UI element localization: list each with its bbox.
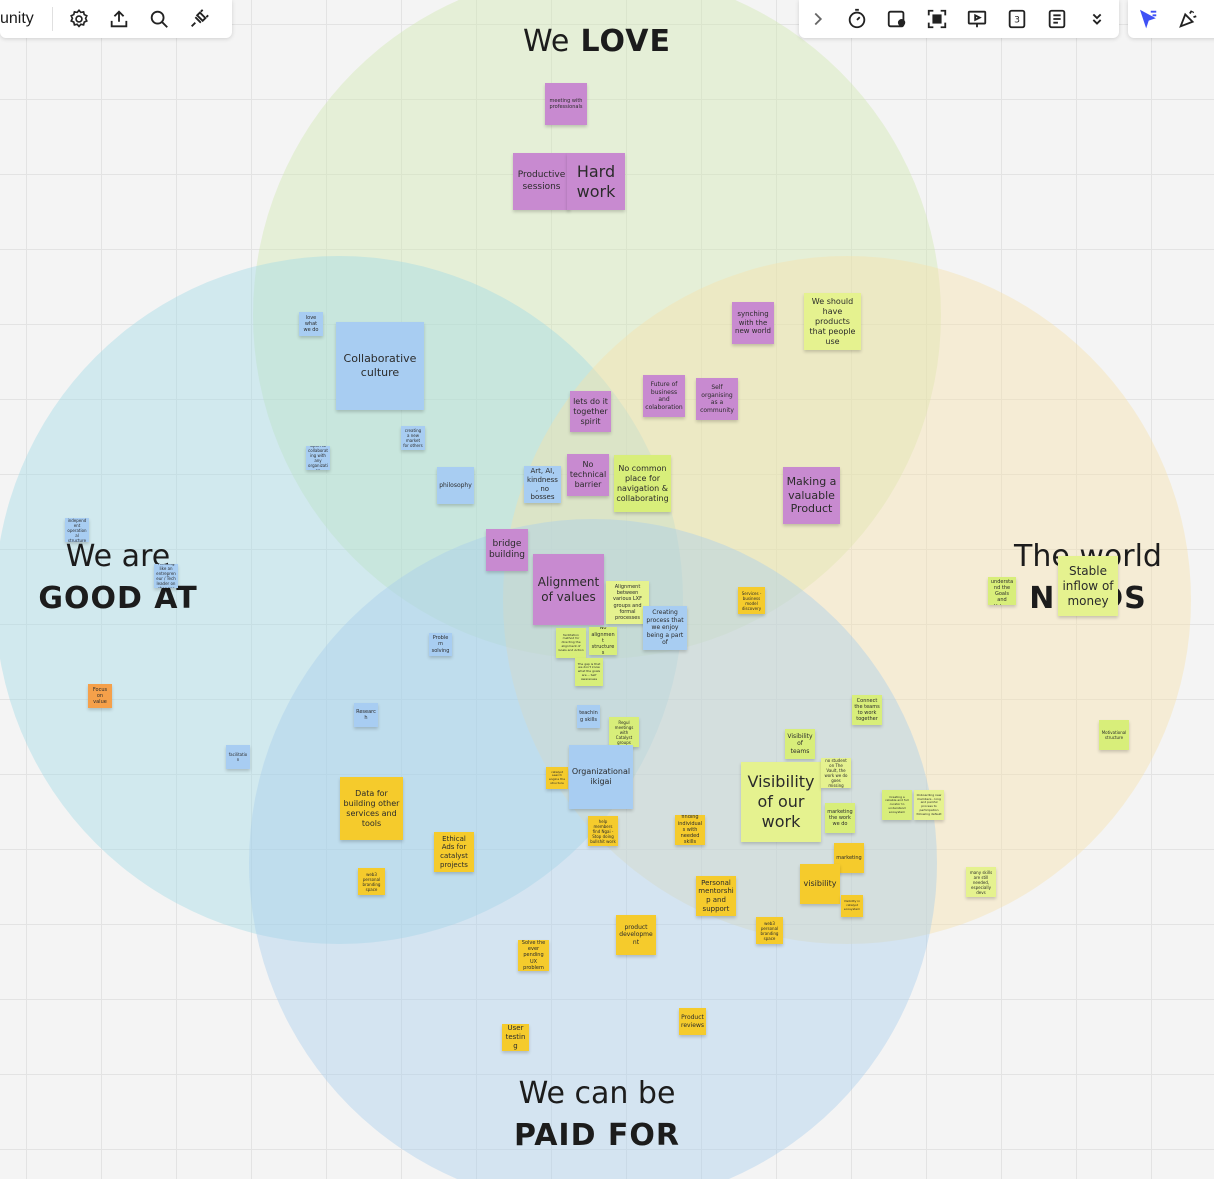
- card-icon[interactable]: [877, 0, 917, 38]
- sticky-note[interactable]: Visibility of teams: [785, 729, 815, 759]
- title-paid-for[interactable]: We can be PAID FOR: [497, 1073, 697, 1157]
- sticky-note[interactable]: catalyst search engine the structure: [546, 767, 568, 789]
- sticky-note[interactable]: teaching skills: [577, 705, 600, 728]
- sticky-note[interactable]: Solve the ever pending UX problem: [518, 940, 549, 971]
- sticky-note[interactable]: Hard work: [567, 153, 625, 210]
- present-icon[interactable]: [957, 0, 997, 38]
- title-we-love[interactable]: We LOVE: [497, 21, 697, 67]
- sticky-note[interactable]: bridge building: [486, 529, 528, 571]
- sticky-note[interactable]: Art, AI, kindness, no bosses: [524, 466, 561, 503]
- sticky-note[interactable]: no student on The Vault, the work we do …: [821, 758, 851, 788]
- sticky-note[interactable]: many skills are still needed, especially…: [966, 867, 996, 897]
- sticky-note[interactable]: Visibility of our work: [741, 762, 821, 842]
- sticky-note[interactable]: Product reviews: [679, 1008, 706, 1035]
- timer-icon[interactable]: [837, 0, 877, 38]
- sticky-note[interactable]: creating a new market for others: [401, 426, 425, 450]
- sticky-note[interactable]: Connect the teams to work together: [852, 695, 882, 725]
- sticky-note[interactable]: Personal mentorship and support: [696, 876, 736, 916]
- title-line1: We can be: [518, 1076, 676, 1111]
- title-line2: LOVE: [580, 24, 671, 59]
- sticky-note[interactable]: love what we do: [299, 312, 323, 336]
- toolbar-divider: [51, 7, 53, 31]
- sticky-note[interactable]: marketing: [834, 843, 864, 873]
- counter-icon[interactable]: 3: [997, 0, 1037, 38]
- sticky-note[interactable]: Thinking like an entrepreneur / Tech lea…: [154, 564, 178, 588]
- sticky-note[interactable]: No common place for navigation & collabo…: [614, 455, 671, 512]
- sticky-note[interactable]: help members find Ngai - Stop doing bull…: [588, 816, 618, 846]
- sticky-note[interactable]: Visibility in catalyst ecosystem: [841, 895, 863, 917]
- sticky-note[interactable]: Motivational structure: [1099, 720, 1129, 750]
- chevrons-down-icon[interactable]: [1077, 0, 1117, 38]
- sticky-note[interactable]: facilitation method for directing the al…: [556, 628, 586, 658]
- sticky-note[interactable]: product development: [616, 915, 656, 955]
- sticky-note[interactable]: Open to collaborating with any organizat…: [306, 446, 330, 470]
- sticky-note[interactable]: Making a valuable Product: [783, 467, 840, 524]
- sticky-note[interactable]: philosophy: [437, 467, 474, 504]
- sticky-note[interactable]: Creating process that we enjoy being a p…: [643, 606, 687, 650]
- sticky-note[interactable]: Stable inflow of money: [1058, 556, 1118, 616]
- settings-icon[interactable]: [59, 0, 99, 38]
- focus-icon[interactable]: [917, 0, 957, 38]
- sticky-note[interactable]: Productive sessions: [513, 153, 570, 210]
- sticky-note[interactable]: visibility: [800, 864, 840, 904]
- board-toolbar-collab: [1128, 0, 1214, 38]
- board-toolbar-left: unity: [0, 0, 232, 38]
- sticky-note[interactable]: Regul meetings with Catalyst groups: [609, 717, 639, 747]
- sticky-note[interactable]: Onboarding new members - long and painfu…: [914, 790, 944, 820]
- sticky-note[interactable]: The gap is that we don't know what the g…: [575, 658, 603, 686]
- sticky-note[interactable]: lets do it together spirit: [570, 391, 611, 432]
- sticky-note[interactable]: Self organising as a community: [696, 378, 738, 420]
- board-toolbar-right: 3: [799, 0, 1119, 38]
- sticky-note[interactable]: Creating a reliable and full curator to …: [882, 790, 912, 820]
- board-name[interactable]: unity: [0, 10, 34, 27]
- sticky-note[interactable]: finding individuals with needed skills: [675, 815, 705, 845]
- sticky-note[interactable]: Collaborative culture: [336, 322, 424, 410]
- share-upload-icon[interactable]: [99, 0, 139, 38]
- sticky-note[interactable]: web3 personal branding space: [756, 917, 783, 944]
- cursor-icon[interactable]: [1128, 0, 1168, 38]
- sticky-note[interactable]: No alignment structures: [589, 627, 617, 655]
- sticky-note[interactable]: We should have products that people use: [804, 293, 861, 350]
- sticky-note[interactable]: Creating independent operational structu…: [65, 518, 89, 542]
- sticky-note[interactable]: Alignment between various LXF groups and…: [606, 581, 649, 624]
- sticky-note[interactable]: synching with the new world: [732, 302, 774, 344]
- sticky-note[interactable]: web3 personal branding space: [358, 868, 385, 895]
- sticky-note[interactable]: Focus on value: [88, 684, 112, 708]
- svg-text:3: 3: [1014, 15, 1020, 26]
- sticky-note[interactable]: Future of business and colaboration: [643, 375, 685, 417]
- title-line2: PAID FOR: [513, 1118, 681, 1153]
- notes-icon[interactable]: [1037, 0, 1077, 38]
- sticky-note[interactable]: User testing: [502, 1024, 529, 1051]
- sticky-note[interactable]: Ethical Ads for catalyst projects: [434, 832, 474, 872]
- sticky-note[interactable]: Services - business model discovery: [738, 587, 765, 614]
- celebrate-icon[interactable]: [1168, 0, 1208, 38]
- title-line1: We are: [65, 539, 171, 574]
- chevron-right-icon[interactable]: [799, 0, 837, 38]
- plugin-icon[interactable]: [179, 0, 219, 38]
- sticky-note[interactable]: facilitation: [226, 745, 250, 769]
- search-icon[interactable]: [139, 0, 179, 38]
- title-line1: We: [523, 24, 570, 59]
- title-line2: GOOD AT: [38, 581, 198, 616]
- sticky-note[interactable]: Data for building other services and too…: [340, 777, 403, 840]
- sticky-note[interactable]: Research: [354, 703, 378, 727]
- title-good-at[interactable]: We are GOOD AT: [18, 536, 218, 620]
- sticky-note[interactable]: People understand the Goals and Values: [988, 577, 1016, 605]
- sticky-note[interactable]: meeting with professionals: [545, 83, 587, 125]
- sticky-note[interactable]: Organizational ikigai: [569, 745, 633, 809]
- sticky-note[interactable]: Problem solving: [429, 633, 452, 656]
- sticky-note[interactable]: Alignment of values: [533, 554, 604, 625]
- sticky-note[interactable]: No technical barrier: [567, 454, 609, 496]
- sticky-note[interactable]: marketing the work we do: [825, 803, 855, 833]
